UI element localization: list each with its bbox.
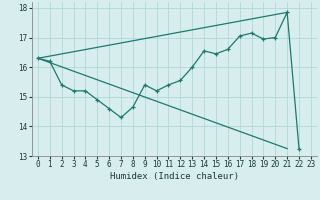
X-axis label: Humidex (Indice chaleur): Humidex (Indice chaleur) bbox=[110, 172, 239, 181]
